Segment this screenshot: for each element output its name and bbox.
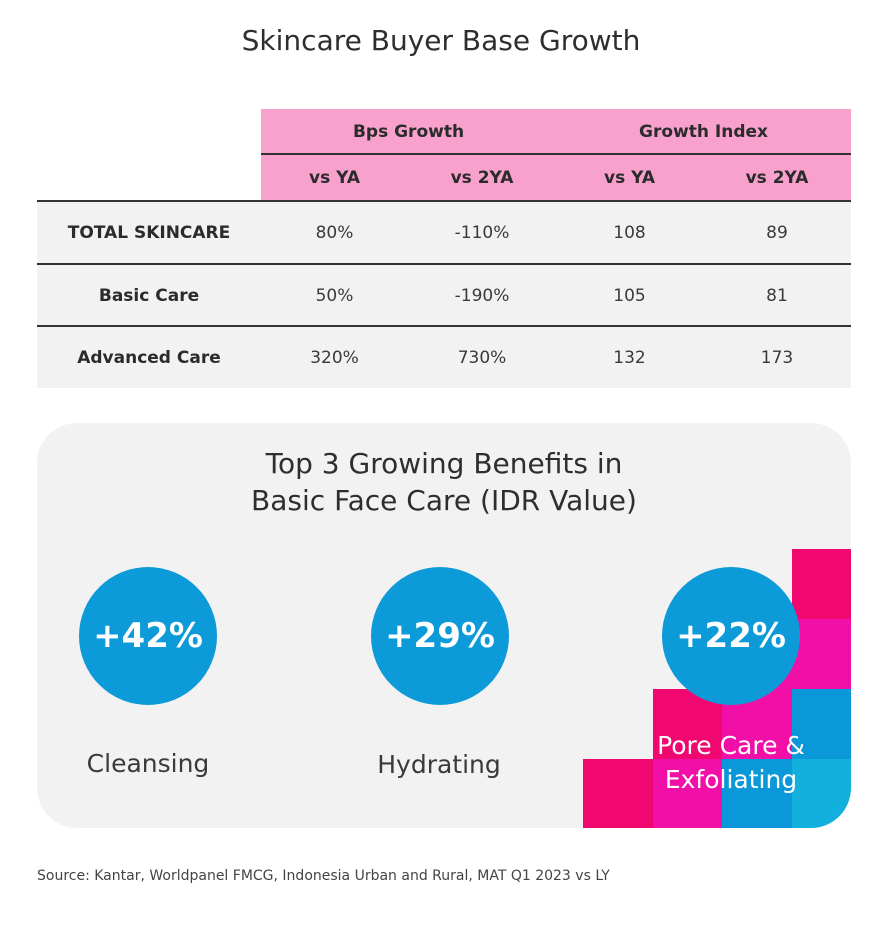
deco-block (653, 759, 722, 828)
table-row-total-skincare: TOTAL SKINCARE 80% -110% 108 89 (37, 202, 851, 264)
deco-block (583, 759, 653, 828)
table-cell: 105 (613, 286, 646, 306)
header-index-vs-2ya: vs 2YA (745, 168, 809, 188)
value-circle-pore-care: +22% (662, 567, 800, 705)
table-cell: 81 (766, 286, 788, 306)
header-group-bps-growth: Bps Growth (352, 122, 465, 142)
benefits-title-line1: Top 3 Growing Benefits in (265, 447, 623, 480)
source-note: Source: Kantar, Worldpanel FMCG, Indones… (37, 868, 610, 884)
header-column-row: vs YA vs 2YA vs YA vs 2YA (261, 155, 851, 201)
benefit-label-line: Pore Care & (657, 731, 805, 760)
page-title: Skincare Buyer Base Growth (241, 24, 641, 57)
table-cell: 730% (457, 348, 507, 368)
header-group-row: Bps Growth Growth Index (261, 109, 851, 155)
table-row-basic-care: Basic Care 50% -190% 105 81 (37, 265, 851, 327)
table-header: Bps Growth Growth Index vs YA vs 2YA vs … (261, 109, 851, 201)
table-cell: 320% (310, 348, 359, 368)
table-cell: 173 (760, 348, 794, 368)
benefits-title: Top 3 Growing Benefits in Basic Face Car… (37, 445, 851, 519)
benefit-label-pore-care: Pore Care & Exfoliating (631, 729, 831, 797)
benefits-panel: Top 3 Growing Benefits in Basic Face Car… (37, 423, 851, 828)
deco-block (722, 759, 792, 828)
value-circle-hydrating: +29% (371, 567, 509, 705)
value-circle-cleansing: +42% (79, 567, 217, 705)
row-divider (37, 325, 851, 327)
deco-block (792, 689, 851, 759)
benefit-label-line: Exfoliating (664, 765, 798, 794)
table-cell: 80% (315, 223, 354, 243)
table-cell: -190% (454, 286, 510, 306)
header-divider (37, 200, 851, 202)
table-cell: 50% (315, 286, 354, 306)
table-cell: 89 (766, 223, 788, 243)
benefits-title-line2: Basic Face Care (IDR Value) (251, 484, 637, 517)
deco-block (792, 549, 851, 619)
benefit-label-hydrating: Hydrating (377, 750, 501, 779)
row-divider (37, 263, 851, 265)
header-bps-vs-ya: vs YA (309, 168, 360, 188)
header-bps-vs-2ya: vs 2YA (450, 168, 514, 188)
header-index-vs-ya: vs YA (604, 168, 655, 188)
row-label: Advanced Care (77, 348, 221, 368)
deco-block (792, 759, 851, 828)
table-cell: -110% (454, 223, 510, 243)
table-body: TOTAL SKINCARE 80% -110% 108 89 Basic Ca… (37, 202, 851, 388)
table-row-advanced-care: Advanced Care 320% 730% 132 173 (37, 327, 851, 389)
table-cell: 132 (613, 348, 646, 368)
benefit-label-cleansing: Cleansing (86, 749, 210, 778)
row-label: TOTAL SKINCARE (67, 223, 231, 243)
table-cell: 108 (613, 223, 646, 243)
header-group-growth-index: Growth Index (639, 122, 768, 142)
row-label: Basic Care (98, 286, 200, 306)
